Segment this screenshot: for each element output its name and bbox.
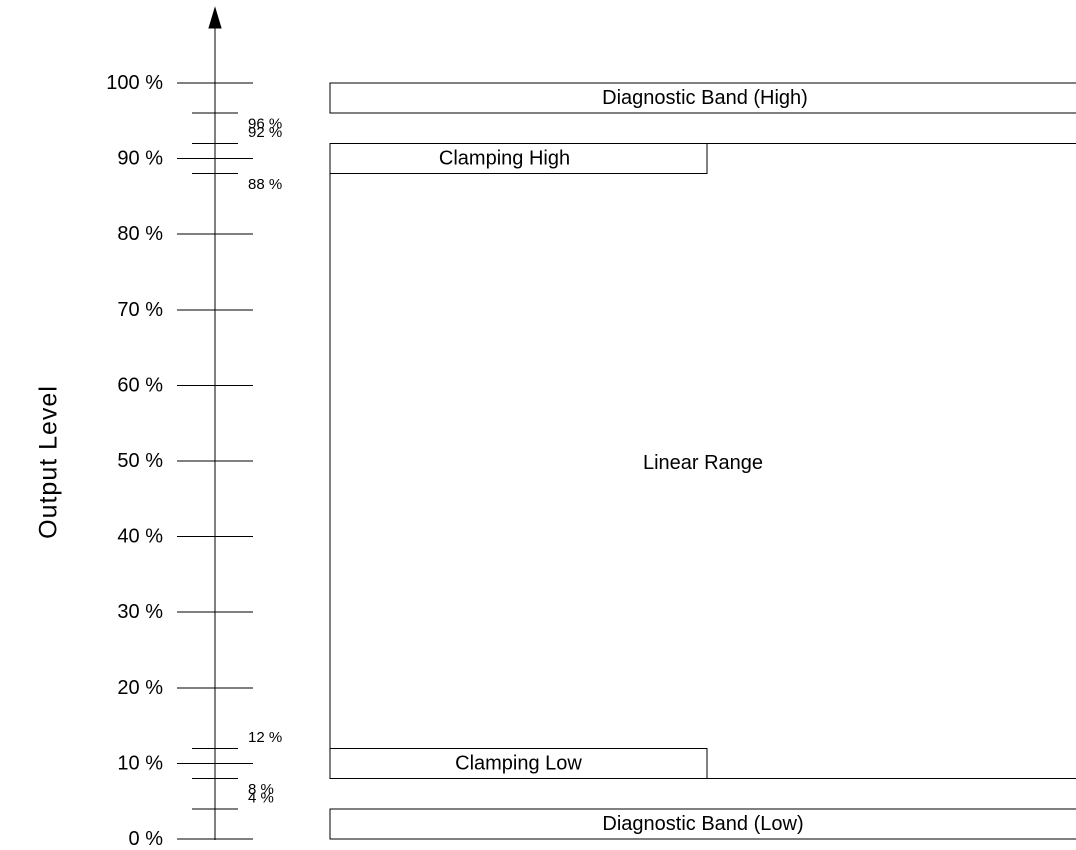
clamping-high-label: Clamping High bbox=[439, 148, 570, 170]
minor-tick-label: 12 % bbox=[248, 729, 282, 746]
major-ticks: 100 % 90 % 80 % 70 % 60 % 50 % 40 % 30 % 20 % 10 … bbox=[106, 72, 253, 850]
linear-range-label: Linear Range bbox=[643, 452, 763, 474]
major-tick-label: 20 % bbox=[117, 677, 163, 699]
minor-tick-label: 96 % bbox=[248, 116, 282, 133]
diagnostic-band-high-box bbox=[329, 82, 1076, 114]
regions: Diagnostic Band (High) Linear Range Clam… bbox=[329, 82, 1076, 840]
vertical-axis bbox=[208, 6, 222, 840]
diagnostic-band-low-label: Diagnostic Band (Low) bbox=[602, 813, 803, 835]
major-tick-label: 70 % bbox=[117, 299, 163, 321]
major-tick-label: 50 % bbox=[117, 450, 163, 472]
axis-arrowhead bbox=[208, 6, 222, 29]
minor-tick-label: 8 % bbox=[248, 781, 274, 798]
axis-title: Output Level bbox=[35, 385, 63, 539]
diagnostic-band-low-box bbox=[329, 808, 1076, 840]
minor-tick-label: 4 % bbox=[248, 789, 274, 806]
major-tick-label: 80 % bbox=[117, 223, 163, 245]
clamping-high-box bbox=[329, 142, 708, 175]
major-tick-label: 60 % bbox=[117, 374, 163, 396]
major-tick-label: 30 % bbox=[117, 601, 163, 623]
major-tick-label: 0 % bbox=[129, 828, 164, 850]
minor-ticks: 96 %92 % 88 % 12 % 8 %4 % bbox=[192, 112, 282, 810]
diagnostic-band-high-label: Diagnostic Band (High) bbox=[602, 87, 808, 109]
clamping-low-box bbox=[329, 747, 708, 780]
clamping-low-label: Clamping Low bbox=[455, 752, 582, 774]
minor-tick-label: 92 % bbox=[248, 124, 282, 141]
major-tick-label: 90 % bbox=[117, 148, 163, 170]
major-tick-label: 40 % bbox=[117, 526, 163, 548]
major-tick-label: 10 % bbox=[117, 752, 163, 774]
major-tick-label: 100 % bbox=[106, 72, 163, 94]
minor-tick-label: 88 % bbox=[248, 176, 282, 193]
